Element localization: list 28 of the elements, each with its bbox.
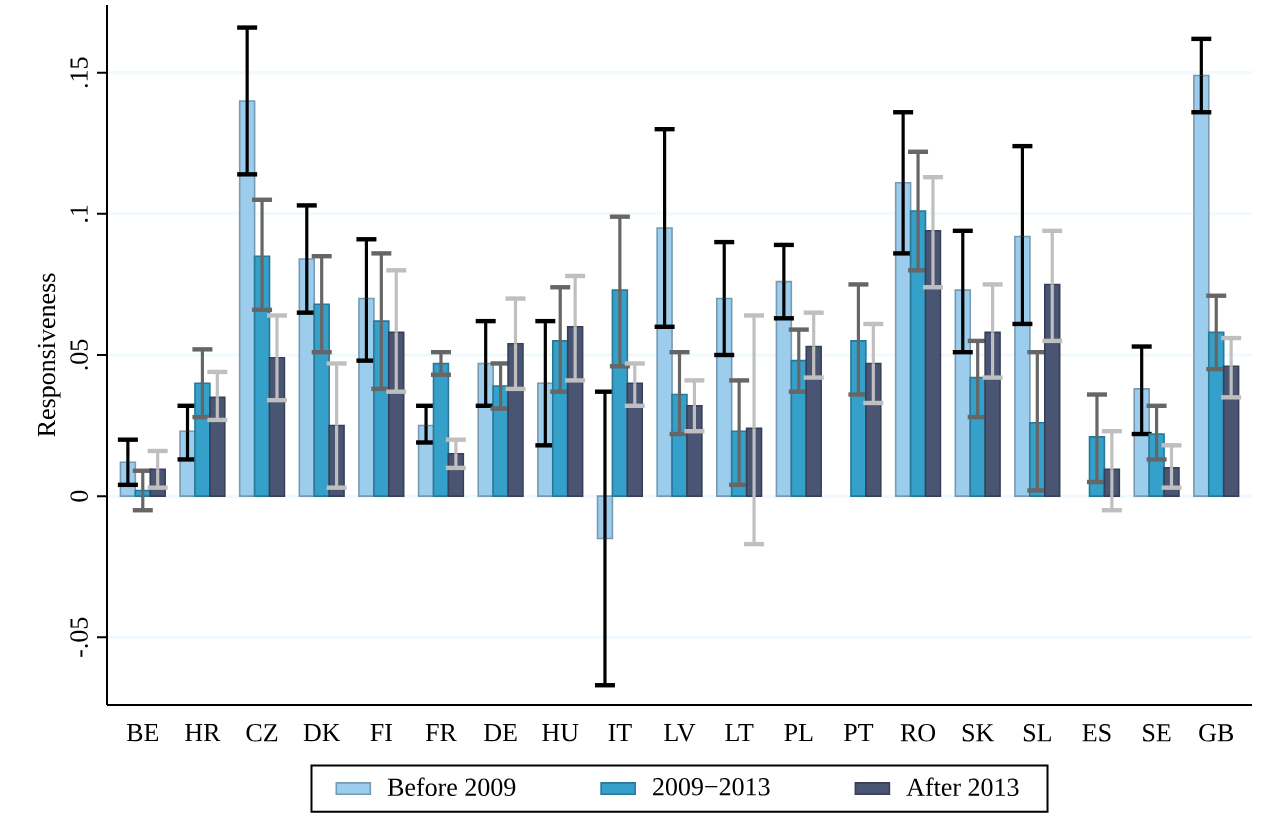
- x-tick-label: SK: [962, 724, 995, 742]
- x-tick-label: PT: [843, 724, 874, 742]
- x-tick-label: GB: [1199, 724, 1234, 742]
- x-tick-label: IT: [608, 724, 632, 742]
- x-tick-label: RO: [900, 724, 936, 742]
- x-tick-label: CZ: [246, 724, 278, 742]
- x-tick-label: FR: [425, 724, 457, 742]
- x-tick-label: DE: [484, 724, 517, 742]
- x-tick-label: SE: [1143, 724, 1171, 742]
- x-tick-label: LT: [725, 724, 754, 742]
- legend-label: 2009−2013: [653, 778, 770, 796]
- x-tick-label: HR: [185, 724, 221, 742]
- y-tick-label: -.05: [70, 617, 88, 657]
- y-axis-title: Responsiveness: [37, 273, 61, 437]
- y-tick-label: 0: [70, 490, 88, 502]
- x-tick-label: SL: [1023, 724, 1051, 742]
- y-tick-label: .15: [70, 57, 88, 88]
- x-tick-label: BE: [126, 724, 159, 742]
- legend-label: After 2013: [906, 777, 1019, 797]
- x-tick-label: DK: [303, 724, 341, 742]
- legend-label: Before 2009: [387, 777, 516, 797]
- y-tick-label: .1: [70, 205, 88, 222]
- x-tick-label: LV: [664, 724, 696, 742]
- y-tick-label: .05: [70, 339, 88, 370]
- x-tick-label: FI: [370, 724, 392, 742]
- x-tick-label: HU: [542, 724, 579, 742]
- x-tick-label: PL: [784, 724, 813, 742]
- x-tick-label: ES: [1082, 724, 1111, 742]
